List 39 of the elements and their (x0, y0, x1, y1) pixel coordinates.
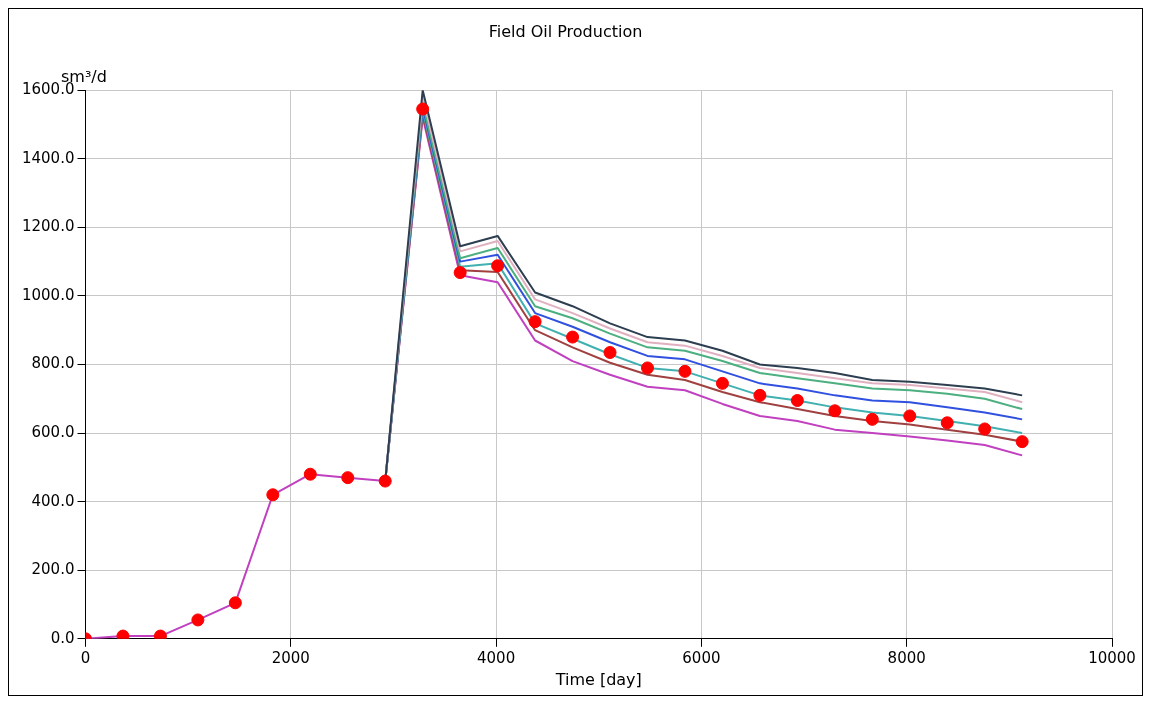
point (603, 346, 617, 359)
point (191, 613, 205, 627)
point (790, 394, 804, 407)
point (753, 388, 767, 402)
x-axis-title: Time [day] (554, 669, 642, 689)
y-tick-label: 1400.0 (21, 148, 75, 167)
x-tick-label: 2000 (271, 648, 310, 667)
point (453, 266, 467, 280)
y-tick-label: 1000.0 (21, 285, 75, 304)
point (828, 404, 842, 418)
point (903, 409, 917, 423)
point (378, 474, 392, 488)
y-tick-label: 1200.0 (21, 217, 75, 236)
x-tick-label: 6000 (682, 648, 721, 667)
y-tick-label: 600.0 (31, 422, 75, 441)
point (528, 315, 542, 329)
point (228, 596, 242, 610)
point (303, 467, 317, 481)
x-tick-label: 0 (80, 648, 91, 667)
point (865, 412, 879, 426)
y-tick-label: 0.0 (50, 628, 75, 647)
chart-title: Field Oil Production (488, 21, 643, 41)
x-tick-label: 4000 (477, 648, 516, 667)
point (715, 376, 729, 390)
point (416, 102, 430, 116)
point (266, 488, 280, 502)
point (978, 422, 992, 436)
y-tick-label: 400.0 (31, 491, 75, 510)
point (678, 364, 692, 378)
x-tick-label: 10000 (1088, 648, 1136, 667)
point (341, 471, 355, 485)
y-tick-label: 200.0 (31, 560, 75, 579)
y-tick-label: 800.0 (31, 354, 75, 373)
point (491, 259, 505, 273)
x-tick-label: 8000 (887, 648, 926, 667)
point (940, 416, 954, 430)
point (1015, 435, 1029, 449)
point (566, 330, 580, 344)
point (641, 361, 654, 375)
